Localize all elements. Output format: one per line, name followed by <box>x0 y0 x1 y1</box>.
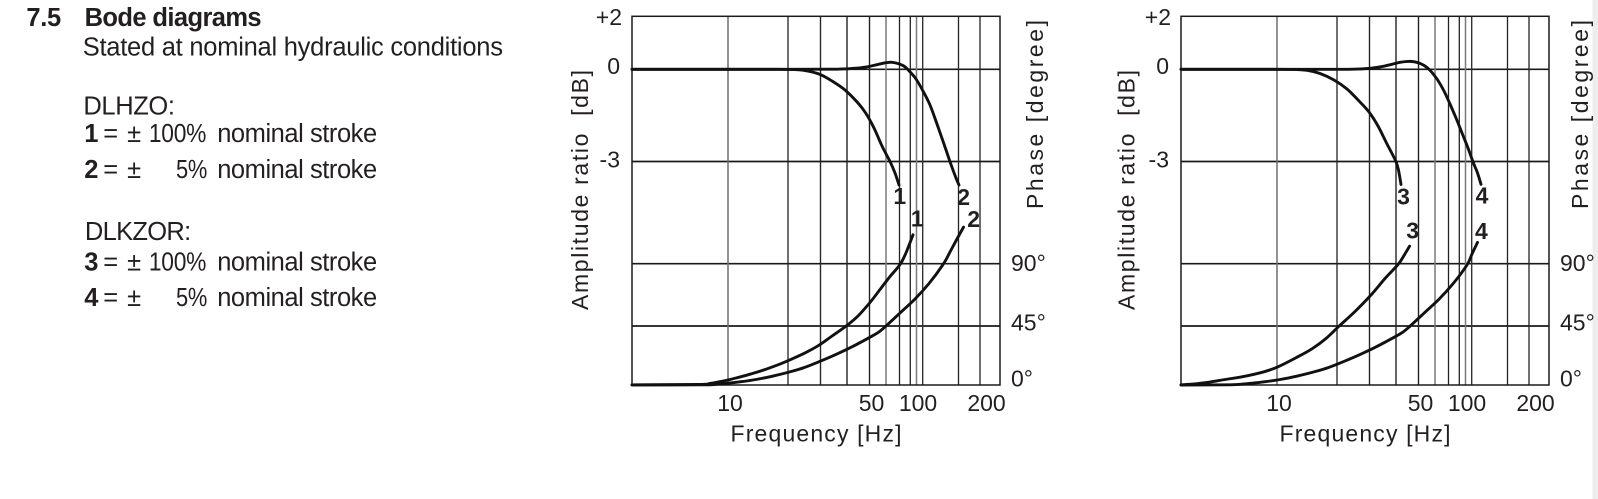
svg-text:200: 200 <box>967 390 1005 416</box>
svg-text:3: 3 <box>1406 217 1419 243</box>
svg-text:0°: 0° <box>1560 365 1582 391</box>
svg-text:Frequency [Hz]: Frequency [Hz] <box>1280 421 1451 447</box>
svg-text:90°: 90° <box>1011 250 1046 276</box>
svg-text:50: 50 <box>1408 390 1434 416</box>
svg-text:0: 0 <box>607 53 620 79</box>
svg-text:DLKZOR:: DLKZOR: <box>85 218 191 246</box>
svg-text:45°: 45° <box>1560 309 1595 335</box>
svg-text:Frequency [Hz]: Frequency [Hz] <box>731 421 902 447</box>
svg-text:4=±5%nominal stroke: 4 = ±5% nominal stroke <box>84 284 377 312</box>
svg-text:Stated at nominal hydraulic co: Stated at nominal hydraulic conditions <box>83 33 503 61</box>
svg-text:90°: 90° <box>1560 250 1595 276</box>
svg-text:100: 100 <box>899 390 937 416</box>
svg-text:4: 4 <box>1475 218 1488 244</box>
svg-text:50: 50 <box>859 390 885 416</box>
svg-text:2: 2 <box>967 206 980 232</box>
svg-text:-3: -3 <box>1149 146 1169 172</box>
svg-text:0°: 0° <box>1011 365 1033 391</box>
svg-text:-3: -3 <box>600 146 620 172</box>
svg-text:10: 10 <box>717 390 743 416</box>
svg-text:Amplitude ratio [dB]: Amplitude ratio [dB] <box>567 70 593 310</box>
svg-text:1: 1 <box>911 205 924 231</box>
svg-text:7.5: 7.5 <box>26 4 61 32</box>
svg-text:DLHZO:: DLHZO: <box>83 93 174 121</box>
svg-text:3=±100%nominal stroke: 3 = ±100% nominal stroke <box>84 249 377 277</box>
svg-text:Bode diagrams: Bode diagrams <box>85 4 262 32</box>
svg-text:4: 4 <box>1476 182 1489 208</box>
svg-text:1: 1 <box>893 183 906 209</box>
svg-text:100: 100 <box>1448 390 1486 416</box>
svg-text:+2: +2 <box>596 4 622 30</box>
svg-text:+2: +2 <box>1145 4 1171 30</box>
svg-text:10: 10 <box>1266 390 1292 416</box>
svg-text:2=±5%nominal stroke: 2 = ±5% nominal stroke <box>84 156 377 184</box>
svg-text:0: 0 <box>1156 53 1169 79</box>
svg-text:45°: 45° <box>1011 309 1046 335</box>
svg-text:2: 2 <box>957 184 970 210</box>
svg-text:Amplitude ratio [dB]: Amplitude ratio [dB] <box>1114 70 1140 310</box>
svg-text:200: 200 <box>1516 390 1554 416</box>
svg-text:3: 3 <box>1397 183 1410 209</box>
svg-text:1=±100%nominal stroke: 1 = ±100% nominal stroke <box>84 120 377 148</box>
